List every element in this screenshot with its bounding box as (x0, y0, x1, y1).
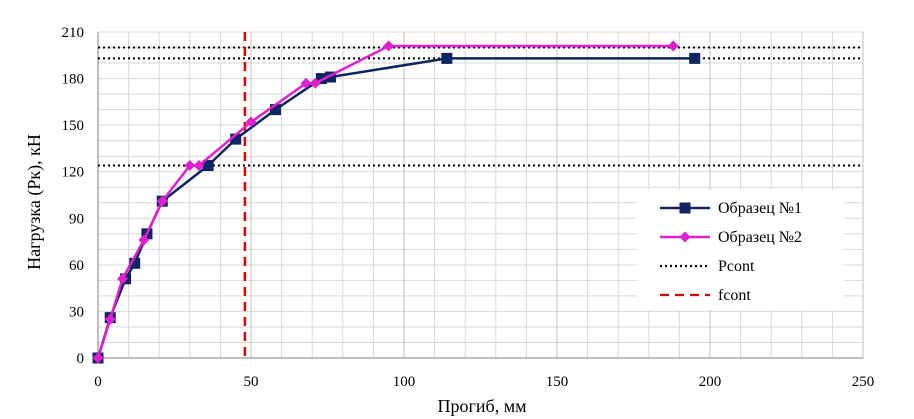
data-point (325, 71, 337, 83)
data-point (193, 160, 205, 172)
data-point (300, 77, 312, 89)
data-point (184, 160, 196, 172)
axes (97, 32, 863, 359)
data-point (129, 257, 141, 269)
y-tick-label: 90 (69, 211, 84, 227)
legend-label: fcont (718, 287, 751, 304)
x-tick-label: 0 (94, 374, 102, 390)
y-tick-label: 120 (62, 165, 85, 181)
reference-lines (98, 32, 863, 358)
series-line-1 (96, 57, 695, 359)
data-point (689, 52, 701, 64)
x-axis-title: Прогиб, мм (438, 396, 527, 416)
y-tick-label: 60 (69, 258, 84, 274)
x-tick-label: 100 (393, 374, 416, 390)
y-tick-label: 30 (69, 304, 84, 320)
legend-marker (679, 231, 691, 243)
data-point (245, 116, 257, 128)
y-tick-label: 150 (62, 118, 85, 134)
legend-label: Образец №2 (718, 229, 802, 246)
legend-label: Pcont (718, 258, 755, 275)
y-tick-label: 0 (77, 351, 85, 367)
data-point (202, 160, 214, 172)
data-point (667, 40, 679, 52)
x-tick-label: 200 (699, 374, 722, 390)
data-point (269, 104, 281, 116)
legend-box (637, 190, 844, 310)
x-tick-label: 150 (546, 374, 569, 390)
data-point (441, 52, 453, 64)
series-group (92, 40, 701, 364)
x-tick-label: 250 (852, 374, 875, 390)
x-tick-label: 50 (244, 374, 259, 390)
data-point (156, 195, 168, 207)
y-tick-label: 180 (62, 72, 85, 88)
data-point (116, 273, 128, 285)
data-point (315, 73, 327, 85)
data-point (309, 77, 321, 89)
data-point (104, 313, 116, 325)
data-point (230, 133, 242, 145)
tick-labels: 0 50 100 150 200 250 0 30 60 90 120 150 180 210 (62, 25, 875, 390)
legend-label: Образец №1 (718, 200, 802, 217)
data-point (138, 234, 150, 246)
legend: Образец №1 Образец №2 Pcont fcont (637, 190, 844, 310)
data-point (383, 40, 395, 52)
data-point (92, 352, 104, 364)
y-axis-title: Нагрузка (Рк), кН (24, 134, 45, 270)
legend-marker (679, 202, 691, 214)
y-tick-label: 210 (62, 25, 85, 41)
